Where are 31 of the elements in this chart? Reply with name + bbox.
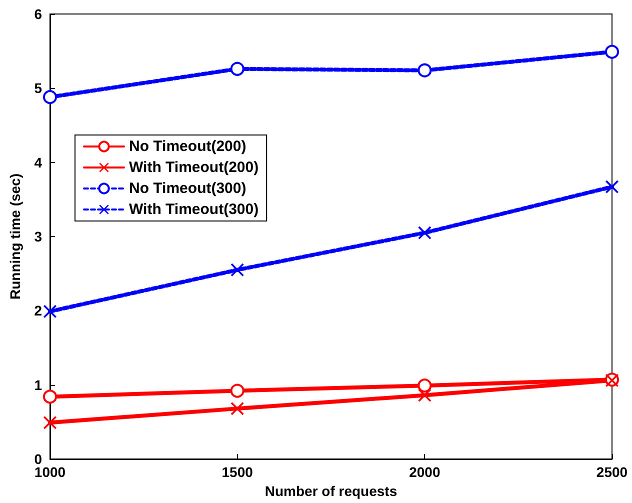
legend-label: No Timeout(300) [129, 180, 246, 197]
point [230, 263, 244, 276]
point [418, 226, 432, 240]
point [43, 90, 57, 104]
legend-label: With Timeout(300) [129, 201, 259, 218]
point [44, 416, 56, 430]
point [230, 384, 244, 398]
x-tick-label: 1000 [34, 464, 66, 480]
point [605, 44, 619, 59]
x-tick-label: 2500 [596, 464, 628, 480]
legend-label: No Timeout(200) [129, 138, 246, 155]
legend-label: With Timeout(200) [129, 159, 259, 176]
point [418, 378, 432, 393]
y-tick-label: 0 [34, 451, 42, 467]
y-axis-title: Running time (sec) [7, 173, 23, 300]
point [44, 304, 56, 318]
point [606, 180, 618, 194]
point [230, 402, 244, 416]
point [418, 63, 432, 78]
y-tick-label: 6 [34, 6, 42, 22]
y-tick-label: 3 [34, 228, 42, 244]
y-tick-label: 5 [34, 80, 42, 96]
x-axis-title: Number of requests [264, 482, 398, 499]
y-tick-label: 1 [34, 376, 42, 393]
y-tick-label: 4 [34, 154, 42, 170]
y-tick-label: 2 [34, 302, 42, 319]
x-tick-label: 1500 [222, 464, 254, 480]
point [230, 62, 244, 76]
point [43, 390, 57, 404]
point [418, 388, 432, 402]
x-tick-label: 2000 [409, 464, 440, 480]
